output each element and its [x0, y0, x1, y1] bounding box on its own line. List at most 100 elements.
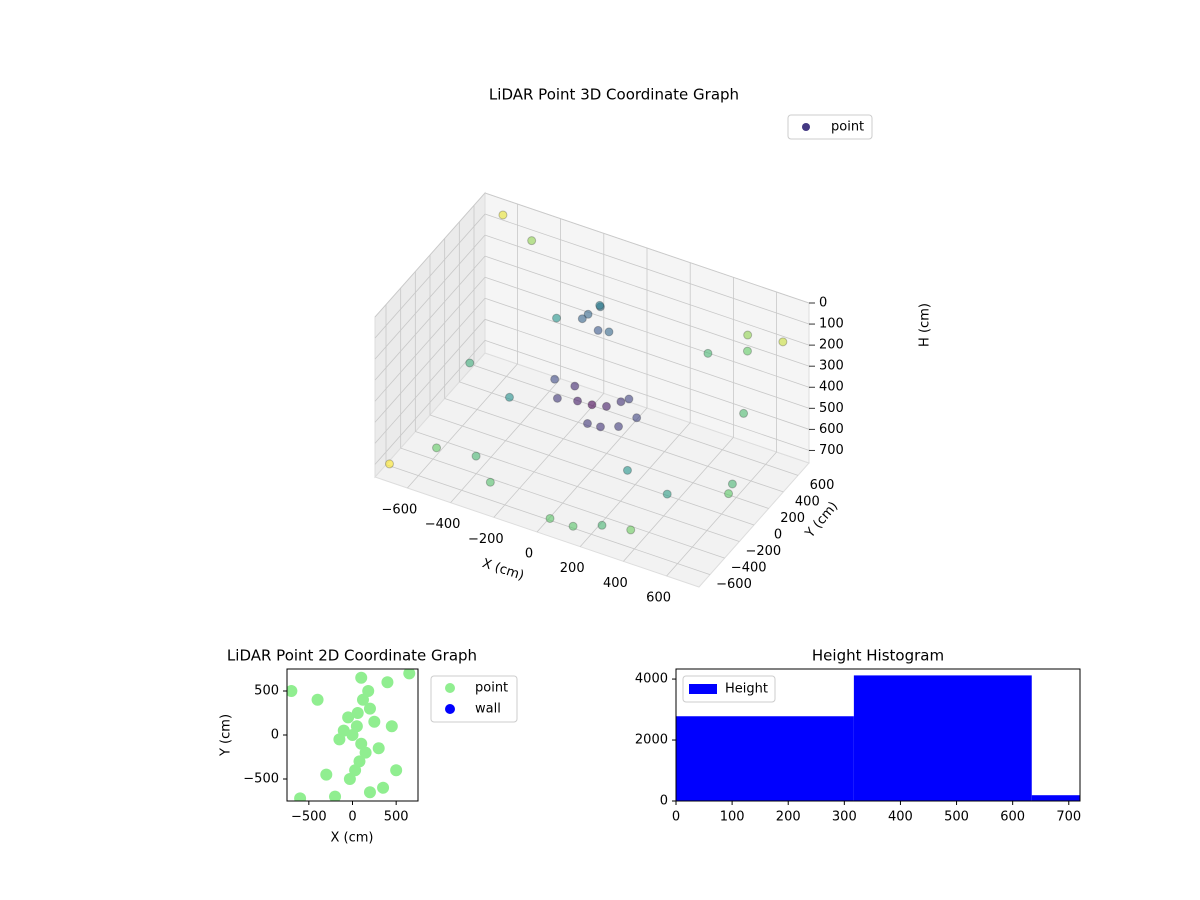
- plot-area: [676, 675, 1080, 801]
- chart-title: LiDAR Point 2D Coordinate Graph: [227, 647, 477, 665]
- point: [597, 520, 607, 530]
- point: [363, 786, 376, 799]
- plot-area: [287, 669, 416, 801]
- point: [504, 392, 514, 402]
- y-tick-label: 0: [660, 794, 668, 809]
- point: [703, 348, 713, 358]
- grid-line: [374, 319, 486, 444]
- grid-line: [484, 255, 810, 367]
- grid-line: [374, 276, 486, 402]
- point: [342, 711, 355, 724]
- x-tick-label: 0: [672, 810, 680, 825]
- point: [377, 781, 390, 794]
- x-tick-label: −600: [382, 503, 418, 518]
- point: [587, 400, 597, 410]
- x-tick-label: 0: [348, 810, 356, 825]
- point: [465, 358, 475, 368]
- point: [573, 396, 583, 406]
- grid-line: [429, 414, 755, 526]
- point: [624, 394, 634, 404]
- grid-line: [374, 213, 486, 339]
- x-tick-label: −500: [291, 810, 327, 825]
- point: [583, 309, 593, 319]
- x-tick-label: 200: [776, 810, 801, 825]
- y-tick-label: −400: [731, 561, 767, 576]
- grid-line: [374, 255, 486, 381]
- x-tick-label: 0: [525, 547, 533, 562]
- point: [287, 685, 298, 697]
- point: [616, 397, 626, 407]
- z-axis-label: H (cm): [918, 303, 933, 347]
- legend-label: point: [831, 120, 864, 135]
- z-tick-label: 600: [819, 422, 844, 437]
- x-tick-label: 600: [646, 591, 671, 606]
- y-tick-label: 400: [795, 494, 820, 509]
- point: [385, 720, 398, 733]
- point: [329, 790, 342, 801]
- x-tick-label: 700: [1056, 810, 1081, 825]
- point: [727, 479, 737, 489]
- z-tick-label: 500: [819, 401, 844, 416]
- point: [485, 477, 495, 487]
- grid-line: [374, 297, 486, 423]
- y-tick-label: 500: [254, 684, 279, 699]
- point: [626, 525, 636, 535]
- legend-marker: [802, 123, 810, 131]
- point: [351, 707, 364, 719]
- grid-line: [400, 447, 725, 559]
- legend-box: [430, 675, 518, 723]
- chart-title: Height Histogram: [812, 647, 944, 665]
- point: [570, 381, 580, 391]
- point: [498, 210, 508, 220]
- point: [368, 715, 381, 728]
- point: [359, 746, 372, 759]
- grid-line: [444, 398, 769, 509]
- point: [595, 422, 605, 432]
- grid-line: [484, 213, 810, 325]
- y-tick-label: 2000: [635, 733, 668, 748]
- point: [577, 314, 587, 324]
- grid-line: [459, 381, 784, 493]
- legend-marker: [689, 684, 717, 694]
- point: [471, 451, 481, 461]
- grid-line: [484, 339, 810, 451]
- bar: [1031, 795, 1080, 801]
- grid-line: [374, 192, 486, 318]
- point: [294, 792, 307, 801]
- point: [552, 313, 562, 323]
- y-tick-label: 0: [774, 528, 782, 543]
- grid-line: [484, 318, 810, 430]
- point: [545, 513, 555, 523]
- x-tick-label: 400: [888, 810, 913, 825]
- x-tick-label: 400: [603, 576, 628, 591]
- grid-line: [484, 276, 810, 388]
- grid-line: [484, 234, 810, 346]
- point: [356, 693, 369, 706]
- point: [355, 671, 368, 684]
- point: [632, 413, 642, 423]
- z-tick-label: 100: [819, 317, 844, 332]
- point: [724, 489, 734, 499]
- x-tick-label: 600: [1000, 810, 1025, 825]
- x-tick-label: 100: [720, 810, 745, 825]
- point: [739, 408, 749, 418]
- grid-line: [374, 234, 486, 360]
- point: [604, 327, 614, 337]
- point: [381, 676, 394, 689]
- y-tick-label: 0: [271, 728, 279, 743]
- point: [311, 693, 324, 706]
- y-tick-label: −600: [716, 577, 752, 592]
- x-tick-label: −400: [425, 517, 461, 532]
- chart-title: LiDAR Point 3D Coordinate Graph: [489, 86, 739, 104]
- point: [403, 669, 416, 680]
- point: [595, 300, 605, 310]
- point: [778, 337, 788, 347]
- y-tick-label: −200: [745, 544, 781, 559]
- y-axis-label: Y (cm): [219, 714, 234, 757]
- z-tick-label: 400: [819, 380, 844, 395]
- legend-box: [682, 675, 776, 703]
- point: [333, 733, 346, 746]
- point: [742, 346, 752, 356]
- z-tick-label: 700: [819, 443, 844, 458]
